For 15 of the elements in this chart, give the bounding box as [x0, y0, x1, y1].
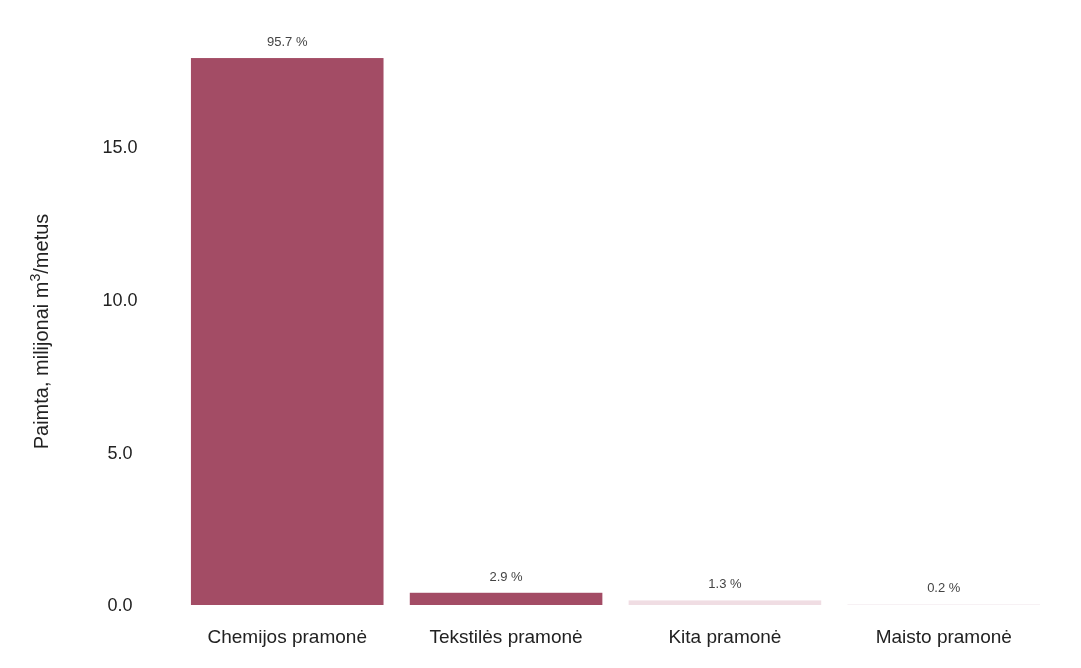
annotation: 95.7 %: [266, 34, 308, 50]
annotation: 2.9 %: [489, 568, 524, 584]
y-tick-label: 15.0: [102, 136, 138, 157]
y-tick-label: 10.0: [102, 289, 138, 310]
x-tick-label: Kita pramonė: [668, 626, 782, 647]
x-tick-label: Tekstilės pramonė: [429, 626, 583, 647]
bar: [628, 600, 822, 605]
x-tick-label: Maisto pramonė: [875, 626, 1012, 647]
x-tick-label: Chemijos pramonė: [207, 626, 367, 647]
annotation: 1.3 %: [708, 576, 742, 592]
y-tick-label: 0.0: [107, 595, 133, 616]
y-tick-label: 5.0: [107, 442, 133, 463]
bar: [409, 592, 603, 605]
annotation: 0.2 %: [927, 580, 961, 596]
bar: [190, 58, 384, 605]
